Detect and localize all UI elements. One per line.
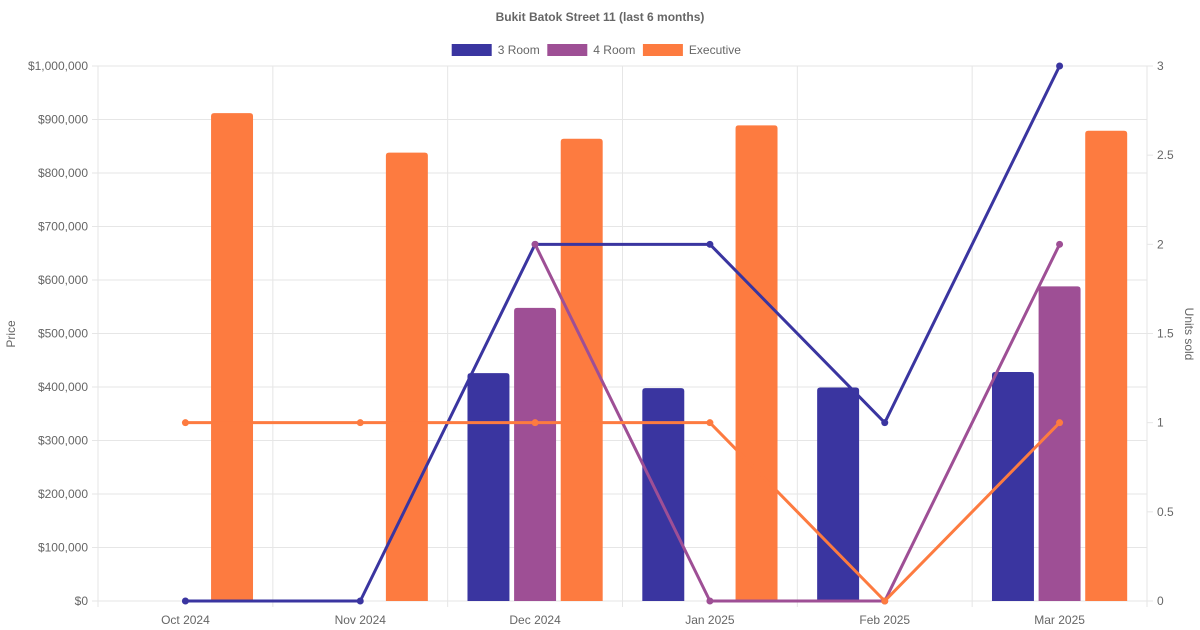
bar-4-room[interactable] <box>514 307 557 601</box>
point-4-room[interactable] <box>531 240 539 248</box>
legend-swatch <box>642 44 683 56</box>
x-tick-label: Jan 2025 <box>685 613 735 627</box>
right-tick-label: 2.5 <box>1157 148 1174 162</box>
point-executive[interactable] <box>881 597 889 605</box>
left-tick-label: $800,000 <box>38 166 88 180</box>
left-tick-label: $100,000 <box>38 541 88 555</box>
point-4-room[interactable] <box>706 597 714 605</box>
point-3-room[interactable] <box>1056 62 1064 70</box>
left-tick-label: $600,000 <box>38 273 88 287</box>
point-executive[interactable] <box>531 419 539 427</box>
point-3-room[interactable] <box>706 240 714 248</box>
legend-label: Executive <box>689 43 741 57</box>
point-executive[interactable] <box>356 419 364 427</box>
bar-3-room[interactable] <box>991 372 1034 601</box>
point-executive[interactable] <box>706 419 714 427</box>
left-tick-label: $0 <box>75 594 89 608</box>
point-3-room[interactable] <box>181 597 189 605</box>
x-tick-label: Nov 2024 <box>335 613 387 627</box>
legend[interactable]: 3 Room 4 Room Executive <box>451 43 742 57</box>
right-tick-label: 1 <box>1157 416 1164 430</box>
right-axis-ticks: 0 0.5 1 1.5 2 2.5 3 <box>1157 59 1174 608</box>
left-tick-label: $900,000 <box>38 113 88 127</box>
line-3-room <box>185 65 1061 603</box>
right-tick-label: 3 <box>1157 59 1164 73</box>
legend-item-3-room[interactable]: 3 Room <box>451 43 540 57</box>
point-executive[interactable] <box>1056 419 1064 427</box>
x-tick-label: Mar 2025 <box>1034 613 1085 627</box>
bar-3-room[interactable] <box>467 373 510 601</box>
right-tick-label: 1.5 <box>1157 327 1174 341</box>
bar-3-room[interactable] <box>817 387 860 601</box>
gridlines <box>92 65 1153 607</box>
right-tick-label: 0 <box>1157 594 1164 608</box>
point-3-room[interactable] <box>881 419 889 427</box>
x-axis-ticks: Oct 2024 Nov 2024 Dec 2024 Jan 2025 Feb 2025… <box>161 613 1085 627</box>
point-3-room[interactable] <box>356 597 364 605</box>
x-tick-label: Feb 2025 <box>859 613 910 627</box>
bar-executive[interactable] <box>385 152 428 602</box>
bar-series <box>211 113 1128 602</box>
chart-title: Bukit Batok Street 11 (last 6 months) <box>496 10 705 24</box>
legend-item-4-room[interactable]: 4 Room <box>547 43 635 57</box>
left-tick-label: $500,000 <box>38 327 88 341</box>
bar-executive[interactable] <box>1085 130 1128 602</box>
left-tick-label: $1,000,000 <box>28 59 88 73</box>
point-4-room[interactable] <box>1056 240 1064 248</box>
legend-swatch <box>547 44 588 56</box>
point-executive[interactable] <box>181 419 189 427</box>
bar-3-room[interactable] <box>642 388 685 601</box>
bar-executive[interactable] <box>211 113 254 601</box>
right-tick-label: 0.5 <box>1157 505 1174 519</box>
left-axis-ticks: $0 $100,000 $200,000 $300,000 $400,000 $500,0… <box>28 59 88 608</box>
legend-swatch <box>451 44 492 56</box>
right-axis-title: Units sold <box>1182 308 1196 361</box>
line-series <box>181 62 1064 605</box>
left-tick-label: $200,000 <box>38 487 88 501</box>
x-tick-label: Oct 2024 <box>161 613 210 627</box>
legend-label: 4 Room <box>593 43 635 57</box>
left-tick-label: $400,000 <box>38 380 88 394</box>
bar-executive[interactable] <box>560 138 603 601</box>
left-tick-label: $300,000 <box>38 434 88 448</box>
bar-executive[interactable] <box>735 125 778 601</box>
x-tick-label: Dec 2024 <box>509 613 561 627</box>
left-tick-label: $700,000 <box>38 220 88 234</box>
legend-label: 3 Room <box>498 43 540 57</box>
bar-4-room[interactable] <box>1038 286 1081 601</box>
line-executive <box>185 421 1061 603</box>
right-tick-label: 2 <box>1157 237 1164 251</box>
legend-item-executive[interactable]: Executive <box>642 43 741 57</box>
left-axis-title: Price <box>4 320 18 348</box>
